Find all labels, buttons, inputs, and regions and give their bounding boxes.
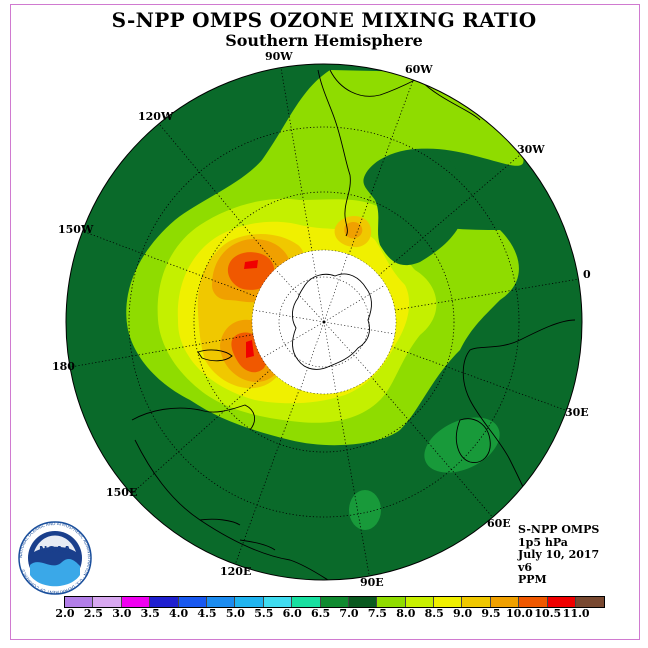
- colorbar-tick-label: 7.0: [339, 607, 359, 620]
- lon-label-60e: 60E: [487, 517, 511, 530]
- info-units: PPM: [518, 573, 547, 586]
- lon-label-60w: 60W: [405, 63, 433, 76]
- colorbar-tick-label: 6.5: [311, 607, 331, 620]
- lon-label-120e: 120E: [220, 565, 251, 578]
- colorbar-segment: [519, 597, 548, 607]
- info-version: v6: [518, 560, 533, 574]
- colorbar-segment: [65, 597, 94, 607]
- lon-label-90w: 90W: [265, 50, 293, 63]
- noaa-logo: NOAA NATIONAL OCEANIC AND ATMOSPHERIC AD…: [18, 521, 92, 595]
- colorbar-segment: [150, 597, 179, 607]
- contour-7.5-lime-patch-2: [533, 105, 543, 111]
- lon-label-30w: 30W: [517, 143, 545, 156]
- colorbar-tick-label: 3.5: [140, 607, 160, 620]
- colorbar-segment: [235, 597, 264, 607]
- colorbar-segment: [377, 597, 406, 607]
- colorbar-tick-label: 3.0: [112, 607, 132, 620]
- noaa-logo-text: NOAA: [39, 545, 71, 556]
- colorbar-ticks: 2.0 2.5 3.0 3.5 4.0 4.5 5.0 5.5 6.0 6.5 7.0 7.5 8.0 8…: [0, 607, 648, 621]
- contour-9.5-patch-samerica: [344, 222, 363, 239]
- contour-10.5-red: [244, 260, 258, 269]
- map-title: S-NPP OMPS OZONE MIXING RATIO: [111, 8, 537, 32]
- colorbar-segment: [292, 597, 321, 607]
- colorbar-tick-label: 5.0: [225, 607, 245, 620]
- colorbar-tick-label: 8.5: [424, 607, 444, 620]
- colorbar-tick-label: 4.5: [197, 607, 217, 620]
- info-block: S-NPP OMPS 1p5 hPa July 10, 2017 v6 PPM: [518, 523, 600, 587]
- coast-new-zealand: [197, 349, 233, 362]
- colorbar-segment: [263, 597, 293, 607]
- lon-label-180: 180: [52, 360, 75, 373]
- colorbar-tick-label: 2.0: [55, 607, 75, 620]
- colorbar-tick-label: 8.0: [396, 607, 416, 620]
- lon-label-90e: 90E: [360, 576, 384, 589]
- map-boundary: [65, 63, 583, 581]
- colorbar-segment: [320, 597, 349, 607]
- contour-7.0-darkgreen-intrusion: [363, 148, 466, 266]
- colorbar-tick-label: 5.5: [254, 607, 274, 620]
- coast-madagascar: [456, 418, 491, 463]
- contour-6.5-green-patch-60e: [424, 417, 500, 473]
- colorbar-segment: [576, 597, 605, 607]
- colorbar: [64, 596, 606, 608]
- colorbar-segment: [490, 597, 520, 607]
- info-instrument: S-NPP OMPS: [518, 523, 600, 536]
- contour-10.0-darkorange: [227, 252, 275, 290]
- contour-10.5-red-lower: [246, 340, 254, 358]
- lon-label-150w: 150W: [58, 223, 94, 236]
- figure-frame: [10, 4, 640, 640]
- colorbar-tick-label: 6.0: [282, 607, 302, 620]
- colorbar-segment: [547, 597, 577, 607]
- colorbar-segment: [206, 597, 236, 607]
- map-subtitle: Southern Hemisphere: [225, 31, 423, 50]
- lon-label-120w: 120W: [138, 110, 174, 123]
- colorbar-segment: [178, 597, 207, 607]
- colorbar-tick-label: 10.5: [534, 607, 562, 620]
- colorbar-tick-label: 7.5: [367, 607, 387, 620]
- colorbar-tick-label: 9.0: [453, 607, 473, 620]
- contour-6.5-green-patch-90e: [349, 490, 381, 530]
- colorbar-tick-label: 4.0: [169, 607, 189, 620]
- colorbar-segment: [462, 597, 491, 607]
- info-date: July 10, 2017: [518, 548, 600, 561]
- colorbar-tick-label: 2.5: [83, 607, 103, 620]
- colorbar-segment: [434, 597, 463, 607]
- south-pole-marker: [322, 320, 326, 324]
- lon-label-0: 0: [583, 268, 591, 281]
- contour-7.5-lime-patch-1: [314, 168, 326, 176]
- colorbar-segment: [348, 597, 378, 607]
- info-pressure: 1p5 hPa: [518, 535, 568, 549]
- antarctica-outline: [291, 273, 372, 370]
- colorbar-segment: [121, 597, 151, 607]
- colorbar-segment: [93, 597, 122, 607]
- coast-indonesia: [199, 518, 276, 551]
- lon-label-30e: 30E: [565, 406, 589, 419]
- colorbar-tick-label: 11.0: [562, 607, 590, 620]
- colorbar-segment: [405, 597, 435, 607]
- lon-label-150e: 150E: [106, 486, 137, 499]
- coast-australia: [131, 404, 329, 580]
- graticule: [66, 64, 582, 580]
- longitude-labels: 90W 60W 30W 0 30E 60E 90E 120E 150E 180 …: [52, 50, 591, 589]
- colorbar-tick-label: 10.0: [505, 607, 533, 620]
- colorbar-tick-label: 9.5: [481, 607, 501, 620]
- coastlines: [131, 69, 576, 580]
